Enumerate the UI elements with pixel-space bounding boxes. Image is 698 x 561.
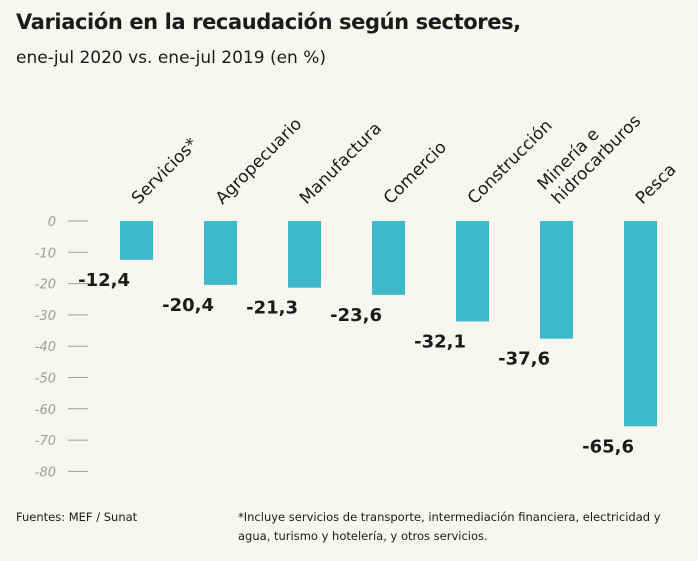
y-tick-label: -80 [35,465,56,480]
y-tick-label: -10 [35,246,56,261]
sources-note: Fuentes: MEF / Sunat [16,510,138,524]
value-label: -32,1 [414,331,466,352]
bar [120,221,153,260]
y-tick-label: -60 [35,403,56,418]
bar [372,221,405,295]
bar [540,221,573,339]
bar [288,221,321,288]
value-label: -23,6 [330,305,382,326]
y-tick-label: -50 [35,372,56,387]
bar [456,221,489,322]
chart-subtitle: ene-jul 2020 vs. ene-jul 2019 (en %) [16,48,327,68]
y-tick-label: -40 [35,340,56,355]
chart-title: Variación en la recaudación según sector… [16,10,521,34]
value-label: -65,6 [582,436,634,457]
value-label: -12,4 [78,270,130,291]
category-label: Construcción [464,116,557,209]
y-tick-label: 0 [48,215,56,230]
value-label: -37,6 [498,349,550,370]
category-label: Servicios* [128,134,202,208]
bar-chart: 0 -10 -20 -30 -40 -50 -60 -70 -80 -12,4 Servicios*… [35,111,681,480]
category-label: Agropecuario [212,114,306,208]
category-label: Comercio [380,138,451,209]
category-label: Manufactura [296,119,386,209]
y-tick-label: -20 [35,278,56,293]
value-label: -21,3 [246,298,298,319]
y-tick-label: -30 [35,309,56,324]
bar [624,221,657,427]
y-tick-label: -70 [35,434,56,449]
bar [204,221,237,285]
category-label: Pesca [632,160,681,209]
value-label: -20,4 [162,295,214,316]
footnote: *Incluye servicios de transporte, interm… [238,510,661,543]
